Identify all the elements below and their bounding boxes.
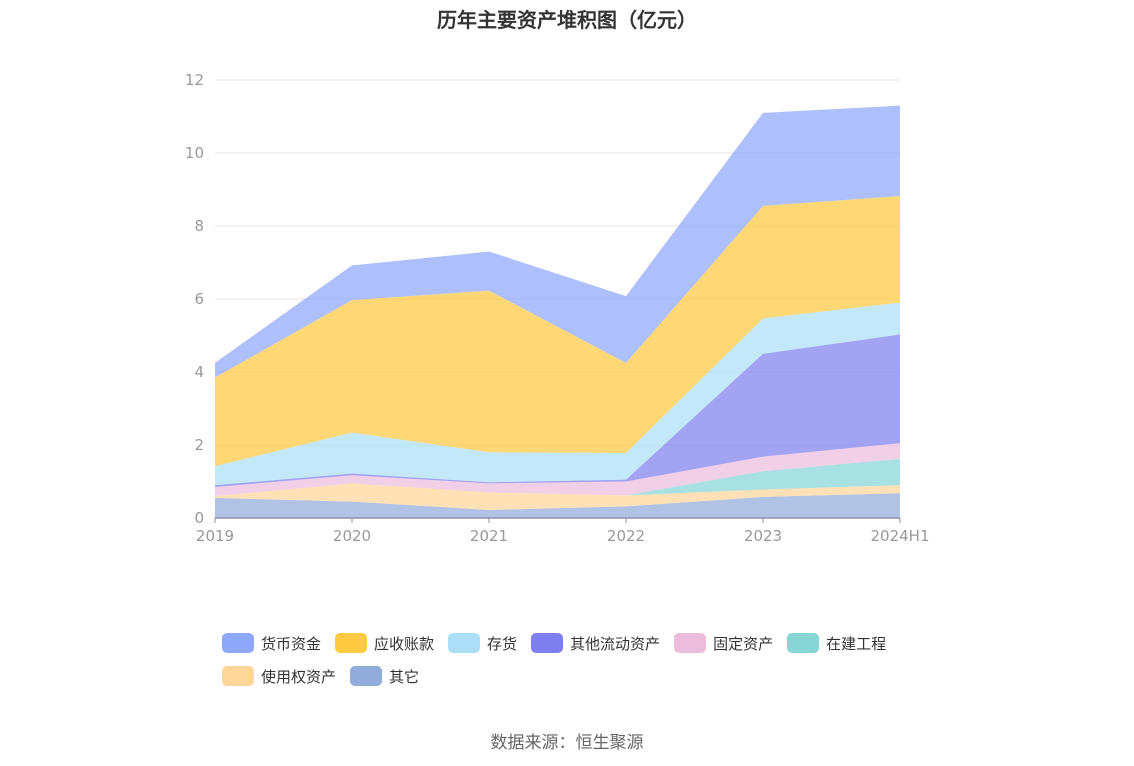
- legend-swatch: [222, 666, 254, 686]
- legend-swatch: [531, 633, 564, 653]
- legend-item[interactable]: 应收账款: [335, 632, 434, 654]
- legend-label: 使用权资产: [261, 667, 337, 686]
- area-series: [215, 334, 900, 487]
- stacked-area-chart: 0 2 4 6 8 10 12 2019 2020 2021 2022 2023 2024H1: [185, 71, 930, 545]
- legend-item[interactable]: 其它: [350, 665, 419, 687]
- legend-swatch: [448, 633, 481, 653]
- axes: 0 2 4 6 8 10 12 2019 2020 2021 2022 2023 2024H1: [185, 71, 930, 545]
- area-series: [215, 443, 900, 497]
- area-series: [215, 458, 900, 497]
- x-tick-label: 2024H1: [871, 527, 930, 545]
- x-tick-label: 2020: [333, 527, 371, 545]
- legend-swatch: [674, 633, 707, 653]
- legend-label: 存货: [487, 634, 518, 653]
- area-series-group: [215, 105, 900, 518]
- legend-label: 固定资产: [713, 634, 774, 653]
- legend-label: 其它: [389, 667, 420, 686]
- legend-item[interactable]: 固定资产: [674, 632, 773, 654]
- legend-swatch: [222, 633, 254, 653]
- area-series: [215, 302, 900, 486]
- legend-item[interactable]: 货币资金: [222, 632, 321, 654]
- x-tick-label: 2021: [470, 527, 508, 545]
- legend-item[interactable]: 使用权资产: [222, 665, 336, 687]
- legend-item[interactable]: 存货: [448, 632, 517, 654]
- area-series: [215, 493, 900, 518]
- legend-swatch: [787, 633, 820, 653]
- legend-item[interactable]: 其他流动资产: [531, 632, 660, 654]
- chart-title: 历年主要资产堆积图（亿元）: [437, 8, 697, 32]
- legend-label: 货币资金: [261, 634, 322, 653]
- legend-swatch: [335, 633, 368, 653]
- legend-label: 其他流动资产: [570, 634, 661, 653]
- y-tick-label: 12: [185, 71, 204, 89]
- legend-label: 在建工程: [826, 634, 887, 653]
- y-tick-label: 10: [185, 144, 204, 162]
- y-tick-label: 0: [194, 509, 204, 527]
- y-tick-label: 4: [194, 363, 204, 381]
- legend-label: 应收账款: [374, 634, 435, 653]
- y-tick-label: 6: [194, 290, 204, 308]
- chart-legend: 货币资金 应收账款 存货 其他流动资产 固定资产 在建工程使用权资产 其它: [222, 632, 942, 698]
- x-tick-label: 2019: [196, 527, 234, 545]
- area-series: [215, 483, 900, 510]
- area-series: [215, 196, 900, 467]
- y-tick-label: 8: [194, 217, 204, 235]
- area-series: [215, 105, 900, 378]
- legend-item[interactable]: 在建工程: [787, 632, 886, 654]
- legend-swatch: [350, 666, 383, 686]
- x-tick-label: 2023: [744, 527, 782, 545]
- data-source-note: 数据来源：恒生聚源: [490, 733, 644, 753]
- y-tick-label: 2: [194, 436, 204, 454]
- x-tick-label: 2022: [607, 527, 645, 545]
